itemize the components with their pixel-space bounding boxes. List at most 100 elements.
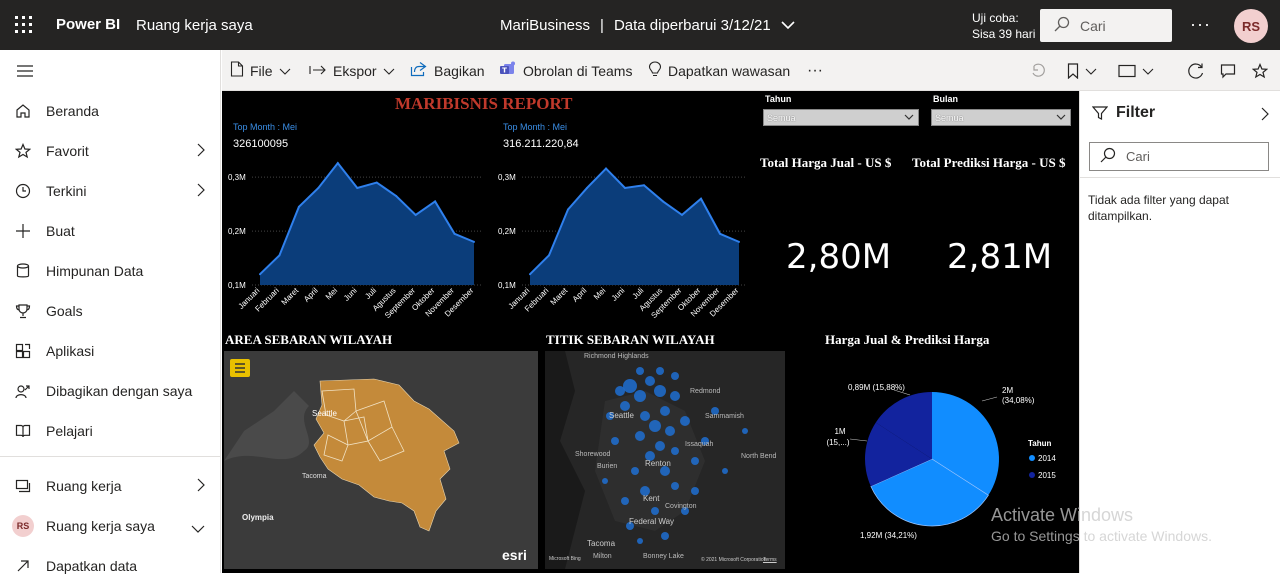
map-bubble[interactable] [670, 391, 680, 401]
sidebar-item-favorit[interactable]: Favorit [0, 131, 221, 171]
map-bubble[interactable] [711, 407, 719, 415]
map-bubble[interactable] [626, 522, 634, 530]
chevron-right-icon[interactable] [197, 143, 205, 160]
export-menu-button[interactable]: Ekspor [309, 50, 395, 91]
more-options-icon[interactable]: ··· [1190, 14, 1211, 34]
bookmark-icon[interactable] [1067, 50, 1097, 91]
data-point[interactable] [681, 213, 683, 216]
map-bubble[interactable] [671, 372, 679, 380]
pie-slice[interactable] [870, 458, 989, 527]
chevron-right-icon[interactable] [197, 183, 205, 200]
refresh-icon[interactable] [1187, 50, 1205, 91]
map-bubble[interactable] [631, 467, 639, 475]
legend-entry[interactable]: 2014 [1038, 454, 1056, 463]
map-bubble[interactable] [660, 466, 670, 476]
kpi-harga-jual-value[interactable]: 2,80M [786, 237, 892, 277]
data-point[interactable] [473, 240, 475, 243]
map-bubble[interactable] [635, 431, 645, 441]
map-bubble[interactable] [611, 437, 619, 445]
map-bubble[interactable] [722, 468, 728, 474]
filled-map[interactable]: Seattle Tacoma Olympia esri [224, 351, 538, 569]
get-insights-button[interactable]: Dapatkan wawasan [648, 50, 790, 91]
share-button[interactable]: Bagikan [410, 50, 485, 91]
sidebar-item-goals[interactable]: Goals [0, 291, 221, 331]
data-point[interactable] [529, 273, 531, 276]
map-bubble[interactable] [654, 385, 666, 397]
user-avatar[interactable]: RS [1234, 9, 1268, 43]
kpi-prediksi-value[interactable]: 2,81M [947, 237, 1053, 277]
chevron-down-icon[interactable] [191, 520, 205, 536]
sidebar-item-ruang-kerja-saya[interactable]: RS Ruang kerja saya [0, 506, 221, 546]
pie-slice[interactable] [865, 422, 932, 487]
sidebar-item-pelajari[interactable]: Pelajari [0, 411, 221, 451]
data-point[interactable] [375, 181, 378, 184]
map-bubble[interactable] [661, 532, 669, 540]
map-bubble[interactable] [606, 412, 614, 420]
map-bubble[interactable] [680, 416, 690, 426]
data-point[interactable] [395, 195, 398, 198]
teams-chat-button[interactable]: T Obrolan di Teams [499, 50, 632, 91]
bubble-map[interactable]: Richmond Highlands Seattle Redmond Samma… [545, 351, 785, 569]
data-point[interactable] [453, 232, 456, 235]
map-terms-link[interactable]: Terms [763, 557, 777, 563]
map-bubble[interactable] [651, 507, 659, 515]
undo-icon[interactable] [1030, 50, 1046, 91]
data-point[interactable] [624, 186, 626, 189]
data-point[interactable] [662, 200, 664, 203]
map-bubble[interactable] [620, 401, 630, 411]
map-bubble[interactable] [645, 376, 655, 386]
data-point[interactable] [605, 167, 607, 170]
file-menu-button[interactable]: File [230, 50, 291, 91]
sidebar-item-dibagikan[interactable]: Dibagikan dengan saya [0, 371, 221, 411]
data-point[interactable] [548, 254, 550, 257]
data-point[interactable] [259, 273, 261, 276]
data-point[interactable] [586, 186, 588, 189]
map-bubble[interactable] [660, 406, 670, 416]
legend-entry[interactable]: 2015 [1038, 471, 1056, 480]
filter-search-input[interactable]: Cari [1089, 142, 1269, 171]
map-bubble[interactable] [602, 478, 608, 484]
legend-marker[interactable] [1029, 455, 1035, 461]
data-point[interactable] [336, 162, 339, 165]
map-bubble[interactable] [656, 367, 664, 375]
data-point[interactable] [414, 213, 417, 216]
chevron-right-icon[interactable] [197, 478, 205, 495]
workspace-link[interactable]: Ruang kerja saya [136, 17, 253, 34]
map-bubble[interactable] [701, 437, 709, 445]
map-bubble[interactable] [640, 411, 650, 421]
global-search-input[interactable]: Cari [1040, 9, 1172, 42]
sidebar-item-terkini[interactable]: Terkini [0, 171, 221, 211]
data-point[interactable] [434, 200, 437, 203]
data-point[interactable] [297, 205, 300, 208]
map-bubble[interactable] [671, 447, 679, 455]
brand-title[interactable]: Power BI [56, 16, 121, 33]
sidebar-item-himpunan-data[interactable]: Himpunan Data [0, 251, 221, 291]
data-point[interactable] [738, 240, 740, 243]
slicer-tahun-dropdown[interactable]: Semua [763, 109, 919, 126]
chevron-down-icon[interactable] [781, 17, 795, 34]
legend-marker[interactable] [1029, 472, 1035, 478]
map-bubble[interactable] [681, 507, 689, 515]
map-bubble[interactable] [640, 486, 650, 496]
sidebar-item-dapatkan-data[interactable]: Dapatkan data [0, 546, 221, 586]
map-bubble[interactable] [649, 420, 661, 432]
map-bubble[interactable] [637, 538, 643, 544]
view-icon[interactable] [1118, 50, 1154, 91]
map-bubble[interactable] [691, 487, 699, 495]
pie-slice[interactable] [875, 392, 932, 459]
map-bubble[interactable] [634, 390, 646, 402]
trial-info[interactable]: Uji coba: Sisa 39 hari [972, 10, 1035, 42]
map-bubble[interactable] [691, 457, 699, 465]
pie-chart[interactable]: 2M(34,08%) 1,92M (34,21%) 0,89M (15,88%) 1M… [792, 361, 1079, 573]
data-point[interactable] [643, 184, 645, 187]
map-bubble[interactable] [655, 441, 665, 451]
map-bubble[interactable] [742, 428, 748, 434]
map-bubble[interactable] [671, 482, 679, 490]
map-bubble[interactable] [615, 386, 625, 396]
map-bubble[interactable] [636, 367, 644, 375]
sidebar-item-beranda[interactable]: Beranda [0, 91, 221, 131]
sidebar-item-buat[interactable]: Buat [0, 211, 221, 251]
data-point[interactable] [356, 186, 359, 189]
toolbar-more-icon[interactable]: ··· [807, 61, 823, 79]
